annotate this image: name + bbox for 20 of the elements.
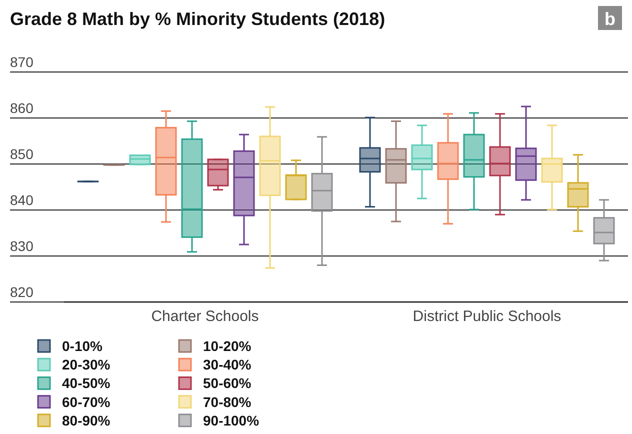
legend-label: 30-40% — [203, 356, 252, 373]
y-tick-label: 870 — [10, 54, 34, 70]
x-tick-label: District Public Schools — [412, 308, 562, 325]
legend-label: 0-10% — [62, 338, 104, 354]
legend-label: 70-80% — [203, 394, 252, 410]
legend-label: 10-20% — [203, 338, 252, 354]
y-tick-label: 820 — [10, 284, 34, 300]
legend-label: 60-70% — [62, 394, 111, 410]
text: b — [604, 9, 616, 29]
legend-label: 40-50% — [62, 375, 111, 392]
y-tick-label: 840 — [10, 192, 34, 208]
y-tick-label: 850 — [10, 146, 34, 162]
legend-label: 80-90% — [62, 412, 111, 428]
x-tick-label: Charter Schools — [151, 308, 259, 325]
y-tick-label: 860 — [10, 100, 34, 116]
y-tick-label: 830 — [10, 238, 34, 254]
legend-label: 20-30% — [62, 356, 111, 373]
legend-label: 90-100% — [203, 412, 260, 428]
chart-title: Grade 8 Math by % Minority Students (2018) — [10, 9, 386, 29]
legend-label: 50-60% — [203, 375, 252, 392]
